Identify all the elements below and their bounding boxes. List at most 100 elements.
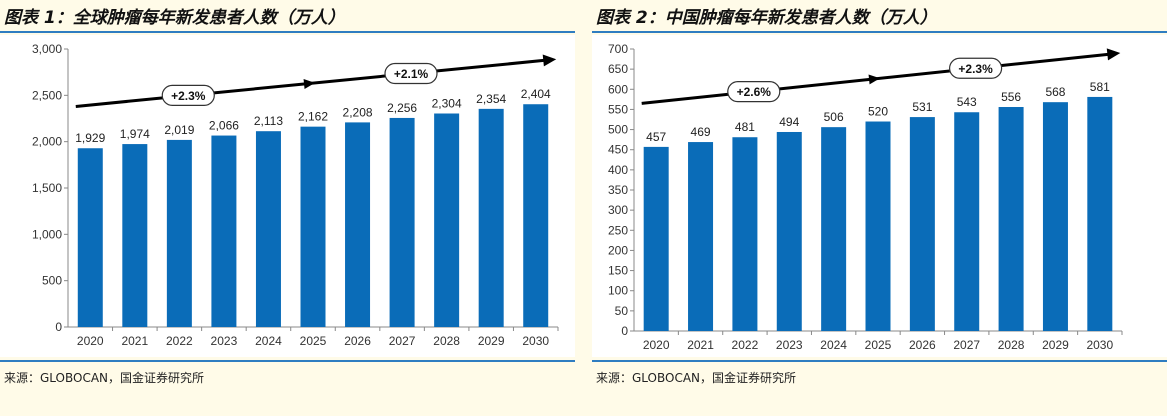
growth-rate-badge: [727, 80, 781, 103]
bar-value-label: 2,162: [298, 110, 328, 124]
bar: [77, 148, 103, 327]
bar-value-label: 2,404: [521, 87, 551, 101]
bar: [389, 117, 415, 327]
bar: [688, 142, 714, 331]
y-tick-label: 100: [608, 284, 628, 298]
bar-value-label: 2,019: [164, 123, 194, 137]
bar: [776, 131, 802, 331]
y-tick-label: 600: [608, 82, 628, 96]
chart-panel-china: 图表 2：中国肿瘤每年新发患者人数（万人） 0 50 100 150 200 250 300…: [592, 0, 1167, 416]
chart-title: 图表 1：全球肿瘤每年新发患者人数（万人）: [4, 8, 345, 28]
x-tick-label: 2026: [909, 338, 936, 352]
bar: [732, 137, 758, 331]
growth-rate-label: +2.3%: [171, 89, 206, 103]
bottom-divider: [592, 360, 1167, 362]
y-tick-label: 3,000: [32, 42, 62, 56]
trend-arrowhead: [1106, 48, 1121, 61]
bar-value-label: 568: [1045, 85, 1065, 99]
growth-rate-label: +2.3%: [958, 62, 993, 76]
bar: [1087, 96, 1113, 331]
y-tick-label: 350: [608, 183, 628, 197]
bar-value-label: 2,208: [343, 105, 373, 119]
y-tick-label: 1,500: [32, 181, 62, 195]
bar-value-label: 1,974: [120, 127, 150, 141]
bar-value-label: 520: [868, 105, 888, 119]
bar-value-label: 506: [824, 110, 844, 124]
bar: [211, 135, 237, 327]
y-tick-label: 400: [608, 163, 628, 177]
bar-chart-global: 0 500 1,000 1,500 2,000 2,500 3,000 1,929 2020 1,…: [32, 42, 559, 348]
bar: [909, 117, 935, 331]
bar-value-label: 2,256: [387, 101, 417, 115]
chart-panel-global: 图表 1：全球肿瘤每年新发患者人数（万人） 0 500 1,000 1,500 2,00…: [0, 0, 575, 416]
bar: [821, 127, 847, 331]
bar-value-label: 2,113: [254, 114, 283, 128]
bar: [434, 113, 460, 327]
top-divider: [0, 31, 575, 33]
x-tick-label: 2022: [166, 334, 193, 348]
bar: [643, 146, 669, 331]
x-tick-label: 2025: [300, 334, 327, 348]
bar-value-label: 556: [1001, 90, 1021, 104]
x-tick-label: 2030: [522, 334, 549, 348]
bar-value-label: 2,066: [209, 119, 239, 133]
bar: [523, 104, 549, 327]
bar-chart-china: 0 50 100 150 200 250 300 350 400 450 500 550 600 650 7…: [608, 42, 1123, 352]
x-tick-label: 2020: [77, 334, 104, 348]
x-tick-label: 2029: [478, 334, 505, 348]
x-tick-label: 2024: [255, 334, 282, 348]
bar: [345, 122, 371, 327]
y-tick-label: 2,000: [32, 135, 62, 149]
growth-rate-badge: [384, 62, 438, 85]
y-tick-label: 550: [608, 102, 628, 116]
x-tick-label: 2027: [389, 334, 416, 348]
chart-area: 0 50 100 150 200 250 300 350 400 450 500 550 600 650 7…: [592, 35, 1167, 357]
y-tick-label: 50: [615, 304, 629, 318]
bar-value-label: 457: [646, 130, 666, 144]
top-divider: [592, 31, 1167, 33]
y-tick-label: 700: [608, 42, 628, 56]
bar: [1042, 102, 1068, 331]
growth-rate-label: +2.1%: [394, 67, 429, 81]
y-tick-label: 500: [42, 274, 62, 288]
bar: [998, 107, 1024, 331]
bar: [255, 131, 281, 327]
bar: [166, 139, 192, 327]
chart-title: 图表 2：中国肿瘤每年新发患者人数（万人）: [596, 8, 937, 28]
growth-rate-label: +2.6%: [737, 85, 772, 99]
bar: [865, 121, 891, 331]
x-tick-label: 2026: [344, 334, 371, 348]
y-tick-label: 0: [621, 324, 628, 338]
chart-area: 0 500 1,000 1,500 2,000 2,500 3,000 1,929 2020 1,…: [0, 35, 575, 357]
bar: [478, 108, 504, 327]
y-tick-label: 1,000: [32, 227, 62, 241]
y-tick-label: 200: [608, 243, 628, 257]
bar-value-label: 481: [735, 120, 755, 134]
source-note: 来源：GLOBOCAN，国金证券研究所: [596, 371, 797, 385]
bar-value-label: 531: [912, 100, 932, 114]
bar-value-label: 581: [1090, 80, 1110, 94]
bar: [954, 112, 980, 332]
source-note: 来源：GLOBOCAN，国金证券研究所: [4, 371, 205, 385]
x-tick-label: 2023: [776, 338, 803, 352]
y-tick-label: 250: [608, 223, 628, 237]
x-tick-label: 2025: [865, 338, 892, 352]
y-tick-label: 450: [608, 143, 628, 157]
x-tick-label: 2020: [643, 338, 670, 352]
x-tick-label: 2021: [687, 338, 714, 352]
x-tick-label: 2022: [732, 338, 759, 352]
growth-rate-badge: [161, 84, 215, 106]
bar-value-label: 2,354: [476, 92, 506, 106]
bar-value-label: 543: [957, 95, 977, 109]
bar: [122, 144, 148, 327]
y-tick-label: 300: [608, 203, 628, 217]
x-tick-label: 2023: [211, 334, 238, 348]
bar-value-label: 494: [779, 115, 799, 129]
y-tick-label: 0: [55, 320, 62, 334]
x-tick-label: 2030: [1086, 338, 1113, 352]
y-tick-label: 500: [608, 123, 628, 137]
x-tick-label: 2028: [433, 334, 460, 348]
bar-value-label: 1,929: [75, 131, 105, 145]
y-tick-label: 650: [608, 62, 628, 76]
trend-mid-arrowhead: [868, 74, 880, 85]
